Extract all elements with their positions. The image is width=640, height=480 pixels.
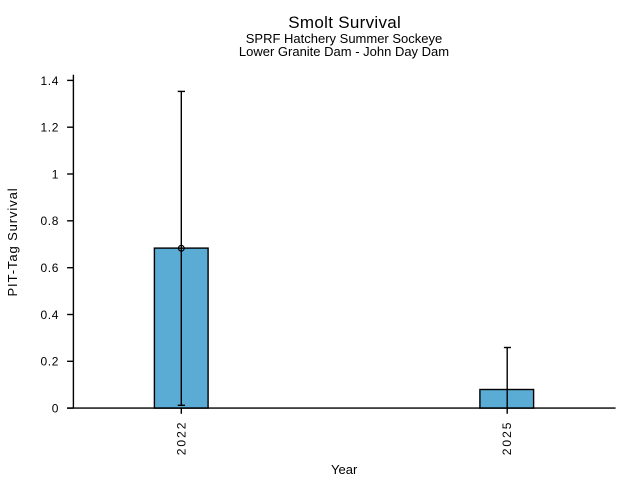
svg-text:0.4: 0.4 — [41, 308, 59, 322]
svg-text:2022: 2022 — [175, 421, 189, 456]
svg-text:Year: Year — [331, 462, 358, 477]
svg-text:0.6: 0.6 — [41, 261, 59, 275]
svg-text:0.2: 0.2 — [41, 355, 59, 369]
svg-text:SPRF Hatchery Summer Sockeye: SPRF Hatchery Summer Sockeye — [246, 31, 443, 46]
svg-text:Smolt Survival: Smolt Survival — [288, 13, 401, 32]
svg-text:Lower Granite Dam - John Day D: Lower Granite Dam - John Day Dam — [239, 44, 449, 59]
svg-text:1: 1 — [52, 167, 59, 181]
svg-text:1.4: 1.4 — [41, 74, 59, 88]
svg-text:PIT-Tag Survival: PIT-Tag Survival — [5, 187, 20, 296]
svg-text:0.8: 0.8 — [41, 214, 59, 228]
svg-text:0: 0 — [52, 402, 59, 416]
svg-text:2025: 2025 — [500, 421, 514, 456]
svg-text:1.2: 1.2 — [41, 121, 59, 135]
